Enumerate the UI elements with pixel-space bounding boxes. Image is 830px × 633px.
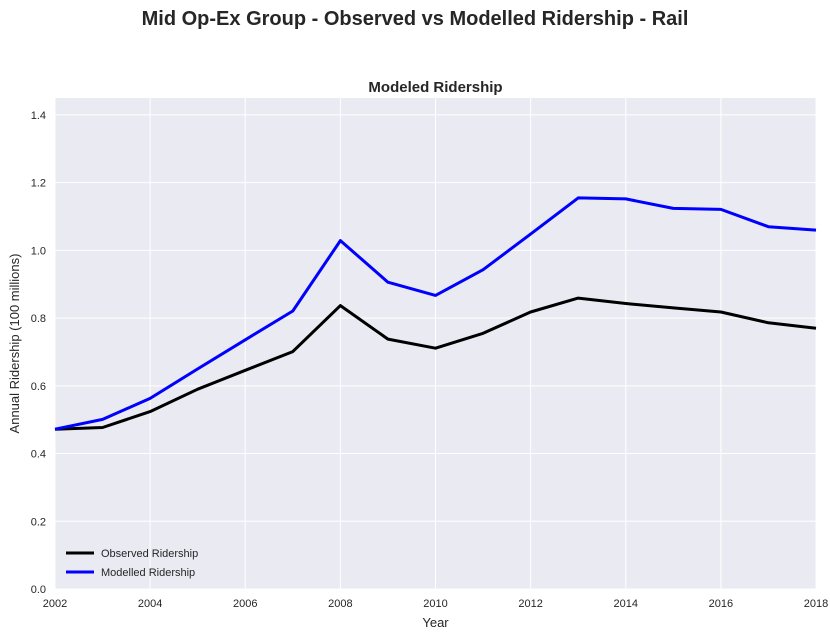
legend-label: Observed Ridership [101,548,198,560]
axes-title: Modeled Ridership [368,79,502,96]
x-tick-label: 2016 [709,598,733,610]
series-lines [54,196,817,431]
y-tick-label: 0.8 [31,313,46,325]
x-tick-label: 2010 [423,598,447,610]
x-tick-label: 2008 [328,598,352,610]
x-tick-labels: 2002 2004 2006 2008 2010 2012 2014 2016 2018 [43,598,828,610]
x-tick-label: 2004 [138,598,162,610]
series-line-modelled [54,196,817,431]
y-tick-label: 1.4 [31,110,46,122]
x-tick-label: 2006 [233,598,257,610]
legend-label: Modelled Ridership [101,567,195,579]
figure-title: Mid Op-Ex Group - Observed vs Modelled R… [141,8,689,30]
y-tick-label: 0.2 [31,516,46,528]
y-tick-label: 0.4 [31,449,46,461]
grid-lines [54,98,817,590]
y-tick-label: 1.2 [31,178,46,190]
x-tick-label: 2002 [43,598,67,610]
x-tick-label: 2012 [518,598,542,610]
legend: Observed Ridership Modelled Ridership [66,548,198,579]
y-tick-label: 0.6 [31,381,46,393]
y-tick-labels: 0.0 0.2 0.4 0.6 0.8 1.0 1.2 1.4 [31,110,46,596]
x-tick-label: 2018 [804,598,828,610]
y-axis-label: Annual Ridership (100 millions) [7,254,22,434]
x-tick-label: 2014 [614,598,638,610]
y-tick-label: 1.0 [31,245,46,257]
y-tick-label: 0.0 [31,584,46,596]
x-axis-label: Year [422,615,449,630]
series-line-observed [54,296,817,431]
